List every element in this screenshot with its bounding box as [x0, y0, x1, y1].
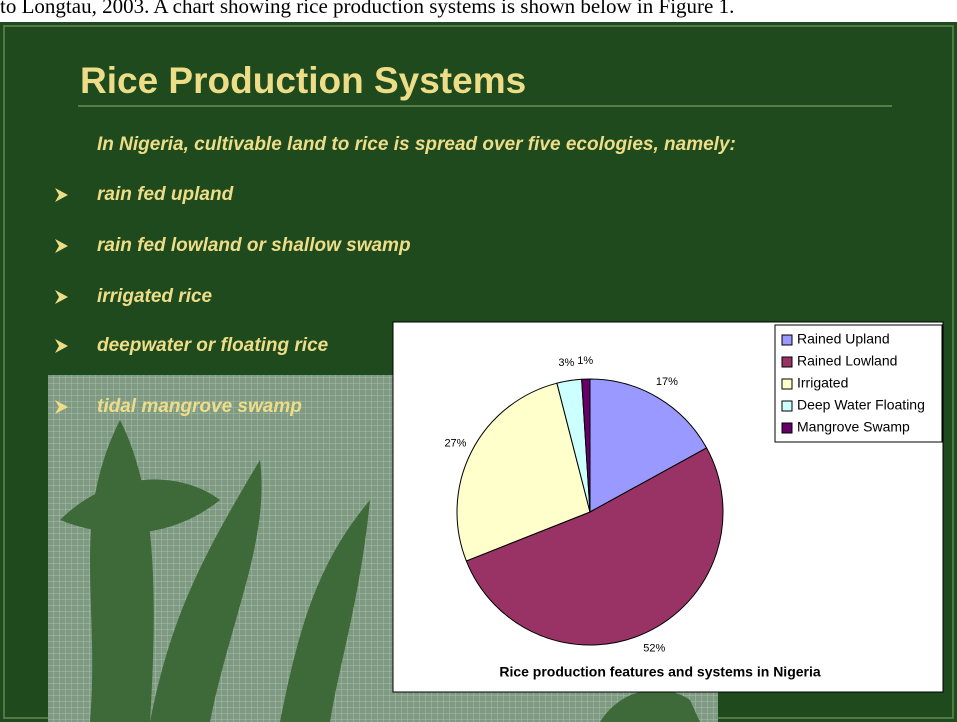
legend-swatch	[782, 401, 792, 411]
legend-label: Deep Water Floating	[797, 397, 925, 413]
legend-swatch	[782, 423, 792, 433]
bullet-text: tidal mangrove swamp	[97, 396, 302, 417]
data-label: 52%	[643, 643, 665, 655]
data-label: 3%	[558, 357, 574, 369]
legend-label: Rained Upland	[797, 331, 890, 347]
legend-swatch	[782, 357, 792, 367]
legend-label: Mangrove Swamp	[797, 419, 910, 435]
bullet-text: rain fed lowland or shallow swamp	[97, 235, 411, 256]
legend-swatch	[782, 379, 792, 389]
bullet-text: irrigated rice	[97, 286, 213, 307]
legend-swatch	[782, 335, 792, 345]
data-label: 17%	[656, 376, 678, 388]
legend-label: Irrigated	[797, 375, 848, 391]
caption-line: to Longtau, 2003. A chart showing rice p…	[0, 0, 734, 18]
page: to Longtau, 2003. A chart showing rice p…	[0, 0, 957, 722]
legend-label: Rained Lowland	[797, 353, 897, 369]
chart-title: Rice production features and systems in …	[499, 664, 821, 680]
data-label: 1%	[577, 355, 593, 367]
bullet-text: rain fed upland	[97, 184, 234, 205]
slide-title: Rice Production Systems	[80, 60, 526, 101]
bullet-text: deepwater or floating rice	[97, 335, 329, 356]
intro-text: In Nigeria, cultivable land to rice is s…	[97, 134, 736, 155]
data-label: 27%	[444, 437, 466, 449]
